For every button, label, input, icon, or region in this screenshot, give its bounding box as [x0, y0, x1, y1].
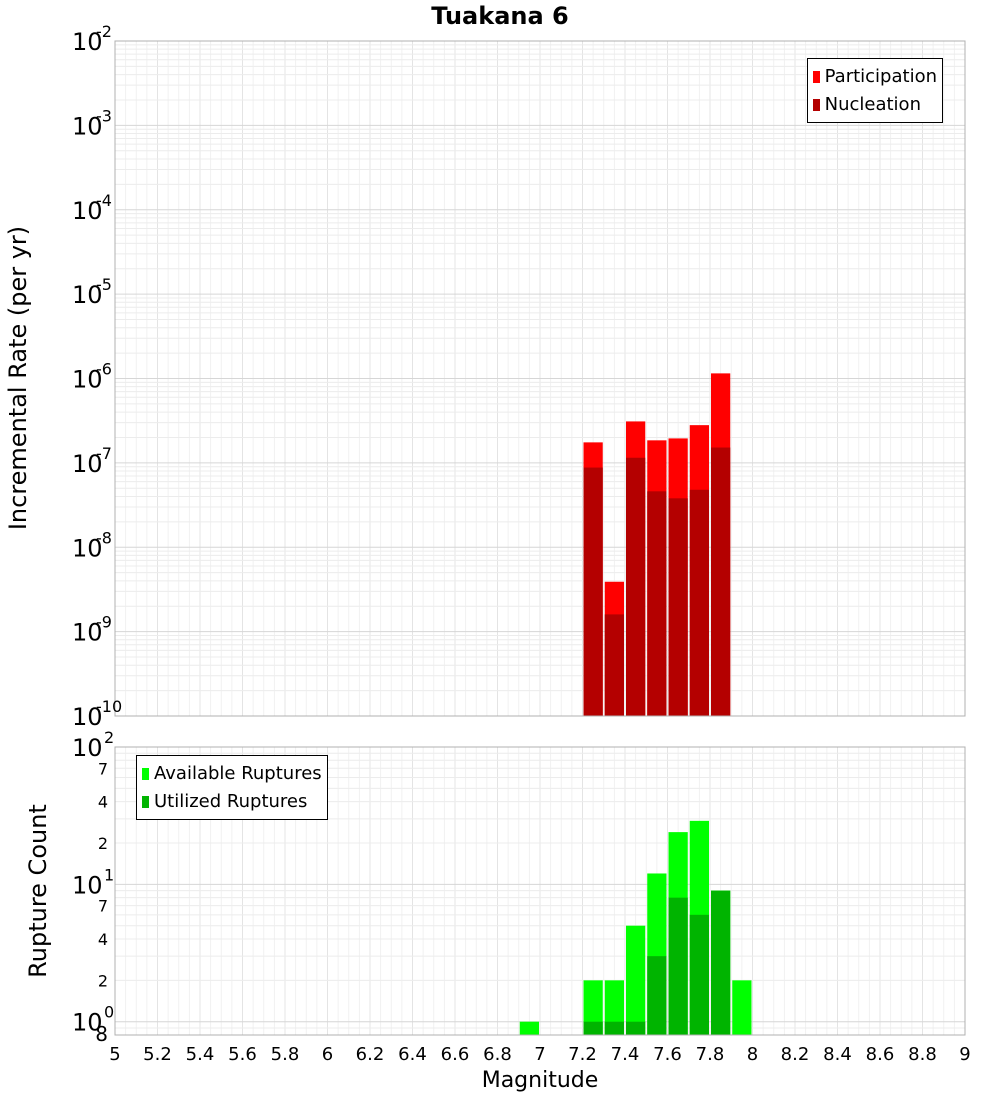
legend-item-utilized-ruptures: Utilized Ruptures	[142, 788, 322, 816]
y-tick-label-exponent: 2	[104, 728, 114, 747]
y-tick-label-base: 10	[72, 450, 103, 478]
legend-item-nucleation: Nucleation	[812, 91, 937, 119]
x-tick-label: 7.6	[653, 1044, 682, 1065]
y-tick-label-exponent: 1	[104, 865, 114, 884]
y-tick-label-base: 10	[72, 534, 103, 562]
y-tick-label-base: 10	[72, 734, 103, 762]
y-tick-label-base: 10	[72, 366, 103, 394]
x-tick-label: 6	[322, 1044, 333, 1065]
legend-item-participation: Participation	[812, 63, 937, 91]
x-tick-label: 8.8	[908, 1044, 937, 1065]
top-bar-nucleation	[668, 498, 688, 716]
y-tick-label-exponent: -6	[96, 360, 112, 379]
y-tick-label-base: 10	[72, 281, 103, 309]
y-minor-tick-label: 8	[95, 1022, 108, 1046]
bottom-bar-utilized-ruptures	[711, 890, 731, 1035]
y-tick-label-exponent: -8	[96, 528, 112, 547]
y-minor-tick-label: 2	[98, 971, 108, 990]
y-tick-label-base: 10	[72, 619, 103, 647]
x-tick-label: 5.8	[271, 1044, 300, 1065]
x-tick-label: 7.8	[696, 1044, 725, 1065]
x-tick-label: 5.6	[228, 1044, 257, 1065]
x-tick-label: 8.6	[866, 1044, 895, 1065]
top-bar-nucleation	[626, 457, 646, 716]
bottom-bar-utilized-ruptures	[604, 1021, 624, 1035]
bottom-bar-available-ruptures	[519, 1021, 539, 1035]
y-tick-label-exponent: -5	[96, 275, 112, 294]
x-tick-label: 6.2	[356, 1044, 385, 1065]
x-tick-label: 6.4	[398, 1044, 427, 1065]
y-minor-tick-label: 4	[98, 930, 108, 949]
y-tick-label-base: 10	[72, 112, 103, 140]
y-minor-tick-label: 2	[98, 834, 108, 853]
x-tick-label: 8.2	[781, 1044, 810, 1065]
legend-label: Utilized Ruptures	[154, 791, 308, 812]
legend-label: Nucleation	[824, 94, 921, 115]
y-tick-label-base: 10	[72, 871, 103, 899]
bottom-bar-utilized-ruptures	[647, 956, 667, 1035]
y-tick-label-base: 10	[72, 197, 103, 225]
legend-swatch-utilized	[142, 796, 149, 808]
bottom-bar-available-ruptures	[732, 980, 752, 1035]
y-minor-tick-label: 4	[98, 793, 108, 812]
legend-swatch-available	[142, 768, 149, 780]
y-tick-label-exponent: 0	[104, 1003, 114, 1022]
x-tick-label: 8.4	[823, 1044, 852, 1065]
y-minor-tick-label: 7	[98, 897, 108, 916]
y-tick-label-base: 10	[72, 703, 103, 731]
y-minor-tick-label: 7	[98, 759, 108, 778]
y-tick-label-exponent: -3	[96, 106, 112, 125]
x-tick-label: 5.2	[143, 1044, 172, 1065]
top-bar-nucleation	[689, 489, 709, 716]
bottom-bar-utilized-ruptures	[626, 1021, 646, 1035]
x-tick-label: 7	[534, 1044, 545, 1065]
x-tick-label: 8	[747, 1044, 758, 1065]
bottom-legend: Available Ruptures Utilized Ruptures	[136, 755, 328, 820]
bottom-bar-available-ruptures	[626, 925, 646, 1035]
legend-swatch-participation	[812, 71, 820, 83]
top-bar-nucleation	[711, 447, 731, 716]
bottom-bar-utilized-ruptures	[583, 1021, 603, 1035]
bottom-bar-available-ruptures	[583, 980, 603, 1035]
chart-title: Tuakana 6	[431, 2, 569, 30]
bottom-bar-available-ruptures	[604, 980, 624, 1035]
top-bar-nucleation	[604, 614, 624, 716]
y-tick-label-exponent: -4	[96, 191, 112, 210]
x-tick-label: 5.4	[186, 1044, 215, 1065]
legend-item-available-ruptures: Available Ruptures	[142, 760, 322, 788]
legend-label: Participation	[824, 66, 937, 87]
y-tick-label-exponent: -7	[96, 444, 112, 463]
y-tick-label-base: 10	[72, 1009, 103, 1037]
y-tick-label-exponent: -10	[96, 697, 122, 716]
top-plot-border	[114, 40, 966, 717]
x-tick-label: 6.8	[483, 1044, 512, 1065]
x-tick-label: 5	[109, 1044, 120, 1065]
y-tick-label-exponent: -2	[96, 22, 112, 41]
bottom-bar-utilized-ruptures	[668, 897, 688, 1035]
x-axis-label: Magnitude	[481, 1068, 599, 1093]
y-tick-label-base: 10	[72, 28, 103, 56]
x-tick-label: 9	[959, 1044, 970, 1065]
x-tick-label: 7.4	[611, 1044, 640, 1065]
y-tick-label-exponent: -9	[96, 613, 112, 632]
bottom-bar-utilized-ruptures	[689, 914, 709, 1035]
bottom-plot-border	[114, 746, 966, 1036]
legend-swatch-nucleation	[812, 99, 820, 111]
x-tick-label: 6.6	[441, 1044, 470, 1065]
top-bar-nucleation	[647, 491, 667, 716]
legend-label: Available Ruptures	[154, 763, 322, 784]
x-tick-label: 7.2	[568, 1044, 597, 1065]
top-bar-nucleation	[583, 467, 603, 716]
top-legend: Participation Nucleation	[806, 58, 943, 123]
